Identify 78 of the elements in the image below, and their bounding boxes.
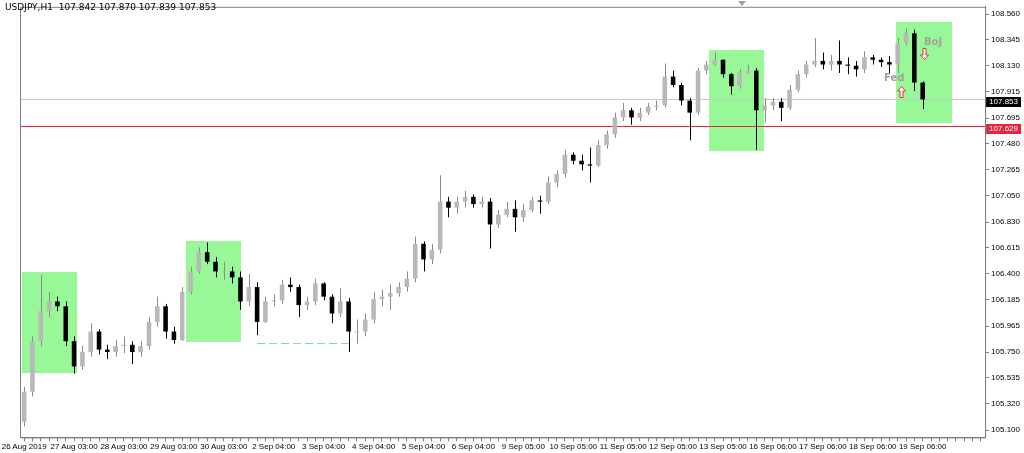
y-tick-label: 107.265 (991, 164, 1021, 174)
candlestick (595, 139, 601, 168)
x-tick-label: 16 Sep 06:00 (749, 442, 798, 452)
x-tick-label: 18 Sep 06:00 (848, 442, 898, 452)
y-tick-label: 108.560 (991, 9, 1021, 19)
y-tick-label: 107.695 (991, 113, 1021, 123)
candlestick (80, 345, 85, 371)
candlestick (387, 284, 393, 311)
x-tick-label: 17 Sep 06:00 (799, 442, 848, 452)
candlestick (446, 196, 451, 218)
y-tick-label: 106.615 (991, 243, 1021, 253)
candlestick (88, 322, 94, 358)
candlestick (130, 340, 135, 365)
candlestick (920, 80, 925, 110)
candlestick (762, 97, 767, 123)
y-tick-label: 107.050 (991, 190, 1021, 200)
x-tick-label: 13 Sep 05:00 (699, 442, 748, 452)
x-tick-label: 10 Sep 05:00 (549, 442, 598, 452)
x-tick-label: 9 Sep 05:00 (501, 442, 546, 452)
candlestick (313, 278, 318, 306)
y-tick-label: 106.400 (991, 269, 1021, 279)
x-tick-label: 2 Sep 04:00 (252, 442, 296, 452)
x-tick-label: 26 Aug 2019 (1, 442, 48, 452)
candlestick (371, 291, 376, 324)
y-tick-label: 106.185 (991, 294, 1021, 304)
x-tick-label: 12 Sep 05:00 (649, 442, 698, 452)
x-tick-label: 27 Aug 03:00 (50, 442, 99, 452)
x-tick-label: 19 Sep 06:00 (898, 442, 948, 452)
candlestick (546, 175, 551, 205)
y-tick-label: 106.830 (991, 217, 1021, 227)
y-tick-label: 105.750 (991, 347, 1021, 357)
candlestick (787, 84, 792, 111)
candlestick (604, 130, 609, 150)
candlestick (778, 97, 784, 122)
candlestick (362, 313, 368, 337)
candlestick (521, 203, 526, 223)
y-tick-label: 105.100 (991, 425, 1021, 435)
y-tick-label: 108.130 (991, 60, 1021, 70)
candlestick (213, 256, 218, 278)
candlestick (338, 287, 343, 318)
chart-title: USDJPY,H1 107.842 107.870 107.839 107.853 (5, 2, 217, 12)
candlestick (679, 82, 684, 106)
candlestick (537, 195, 543, 215)
y-tick-label: 105.320 (991, 398, 1021, 408)
y-tick-label: 105.965 (991, 321, 1021, 331)
candlestick (188, 266, 193, 295)
candlestick (296, 284, 301, 318)
x-tick-label: 28 Aug 03:00 (100, 442, 149, 452)
x-tick-label: 3 Sep 04:00 (302, 442, 346, 452)
candlestick (421, 240, 426, 272)
candlestick (587, 147, 593, 183)
candlestick (812, 37, 817, 68)
y-tick-label: 105.535 (991, 373, 1021, 383)
x-tick-label: 11 Sep 05:00 (599, 442, 648, 452)
candlestick (321, 281, 326, 301)
x-tick-label: 6 Sep 04:00 (451, 442, 496, 452)
y-tick-label: 107.480 (991, 139, 1021, 149)
ref-line-label: 107.853 (989, 97, 1019, 107)
candlestick (154, 296, 160, 328)
x-tick-label: 4 Sep 04:00 (352, 442, 396, 452)
candlestick (204, 242, 210, 265)
candlestick (288, 276, 293, 293)
candlestick (46, 291, 52, 318)
candlestick (729, 72, 734, 96)
y-tick-label: 108.345 (991, 35, 1021, 45)
x-tick-label: 5 Sep 04:00 (401, 442, 446, 452)
candlestick (837, 39, 842, 74)
y-tick-label: 107.915 (991, 86, 1021, 96)
candlestick (496, 209, 501, 229)
x-tick-label: 29 Aug 03:00 (150, 442, 199, 452)
candlestick (895, 37, 901, 74)
candlestick (687, 97, 693, 141)
x-tick-label: 30 Aug 03:00 (200, 442, 248, 452)
candlestick (737, 68, 742, 90)
candlestick (263, 296, 268, 324)
annotation: BoJ (924, 36, 943, 47)
candlestick (862, 50, 867, 74)
ref-line-label: 107.629 (989, 124, 1019, 134)
